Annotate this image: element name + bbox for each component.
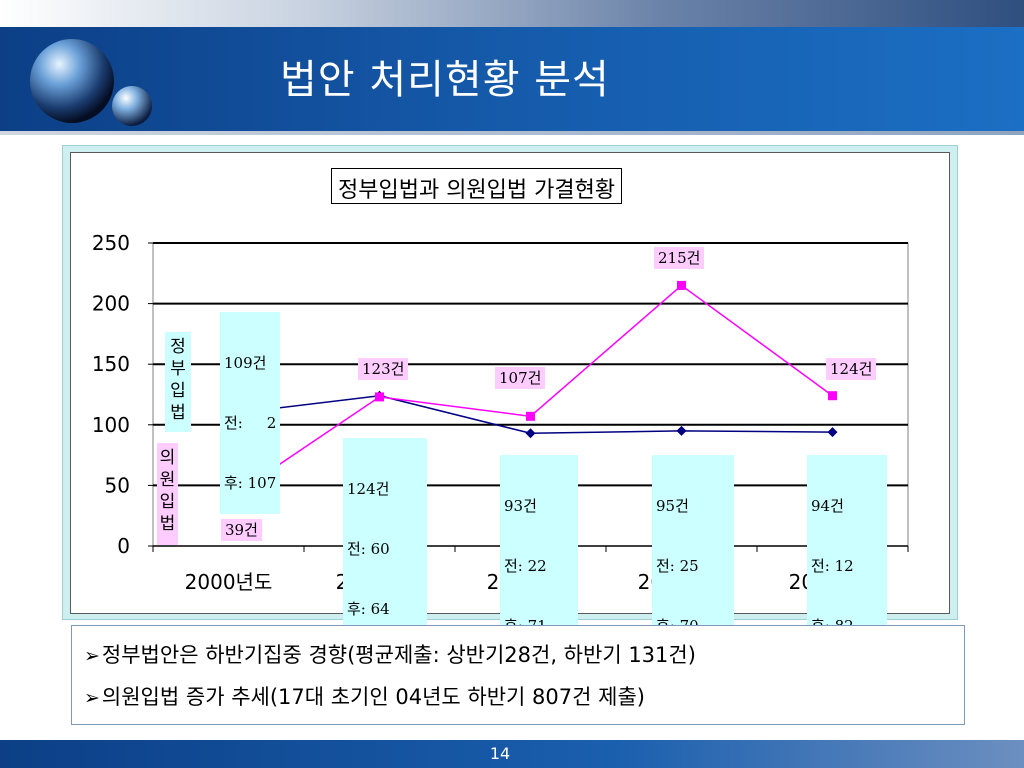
gov-callout-2004: 94건 전: 12 후: 82	[807, 455, 887, 657]
series-label-gov-char: 입	[170, 381, 186, 401]
y-tick-label: 200	[92, 292, 130, 316]
ass-callout-2001: 123건	[358, 358, 409, 380]
gov-callout-line: 전: 2	[224, 414, 277, 432]
series-label-ass-char: 의	[159, 448, 176, 468]
data-point-gov	[525, 428, 536, 439]
bullet-text: 정부법안은 하반기집중 경향(평균제출: 상반기28건, 하반기 131건)	[101, 643, 696, 667]
x-tick-label: 2000년도	[185, 570, 273, 594]
data-point-gov	[827, 427, 838, 438]
gov-callout-2003: 95건 전: 25 후: 70	[652, 455, 734, 657]
ass-callout-2000: 39건	[221, 519, 262, 541]
ass-callout-2003: 215건	[654, 247, 705, 269]
gov-callout-line: 전: 60	[347, 540, 390, 558]
data-point-gov	[676, 425, 687, 436]
chart-title: 정부입법과 의원입법 가결현황	[331, 168, 623, 204]
gov-callout-line: 전: 12	[811, 557, 854, 575]
series-label-ass: 의 원 입 법	[157, 443, 178, 545]
data-point-ass	[828, 391, 837, 401]
data-point-ass	[375, 392, 384, 402]
y-tick-label: 100	[92, 413, 130, 437]
data-point-ass	[526, 411, 535, 421]
header-bar	[0, 27, 1024, 131]
ass-callout-2002: 107건	[495, 367, 546, 389]
bullet-item: ➢의원입법 증가 추세(17대 초기인 04년도 하반기 807건 제출)	[84, 676, 952, 718]
ass-callout-2004: 124건	[826, 358, 877, 380]
gov-callout-line: 109건	[224, 354, 267, 372]
header-rule	[0, 131, 1024, 135]
y-tick-label: 250	[92, 231, 130, 255]
y-tick-label: 0	[117, 534, 130, 558]
data-point-ass	[677, 280, 686, 290]
globe-logo-icon	[30, 39, 152, 126]
footer-bar	[0, 740, 1024, 768]
gov-callout-line: 124건	[347, 480, 390, 498]
gov-callout-2002: 93건 전: 22 후: 71	[500, 455, 578, 657]
slide-title: 법안 처리현황 분석	[280, 57, 610, 103]
series-label-gov: 정 부 입 법	[165, 332, 191, 432]
arrow-bullet-icon: ➢	[84, 687, 100, 709]
gov-callout-line: 전: 25	[656, 557, 699, 575]
gov-callout-line: 93건	[504, 497, 537, 515]
top-band	[0, 0, 1024, 27]
y-tick-label: 50	[105, 473, 130, 497]
series-label-gov-char: 부	[170, 359, 186, 379]
gov-callout-line: 후: 107	[224, 474, 277, 492]
gov-callout-2000: 109건 전: 2 후: 107	[220, 312, 281, 514]
series-label-ass-char: 원	[159, 470, 176, 490]
y-tick-label: 150	[92, 352, 130, 376]
gov-callout-2001: 124건 전: 60 후: 64	[343, 438, 427, 640]
series-label-gov-char: 법	[170, 403, 186, 423]
arrow-bullet-icon: ➢	[84, 645, 100, 667]
gov-callout-line: 전: 22	[504, 557, 547, 575]
series-label-ass-char: 법	[159, 514, 176, 534]
series-label-gov-char: 정	[170, 337, 186, 357]
summary-box: ➢정부법안은 하반기집중 경향(평균제출: 상반기28건, 하반기 131건) …	[71, 625, 965, 725]
series-label-ass-char: 입	[159, 492, 176, 512]
gov-callout-line: 후: 64	[347, 600, 390, 618]
gov-callout-line: 94건	[811, 497, 844, 515]
bullet-item: ➢정부법안은 하반기집중 경향(평균제출: 상반기28건, 하반기 131건)	[84, 634, 952, 676]
page-number: 14	[489, 744, 511, 763]
gov-callout-line: 95건	[656, 497, 689, 515]
bullet-text: 의원입법 증가 추세(17대 초기인 04년도 하반기 807건 제출)	[101, 685, 645, 709]
